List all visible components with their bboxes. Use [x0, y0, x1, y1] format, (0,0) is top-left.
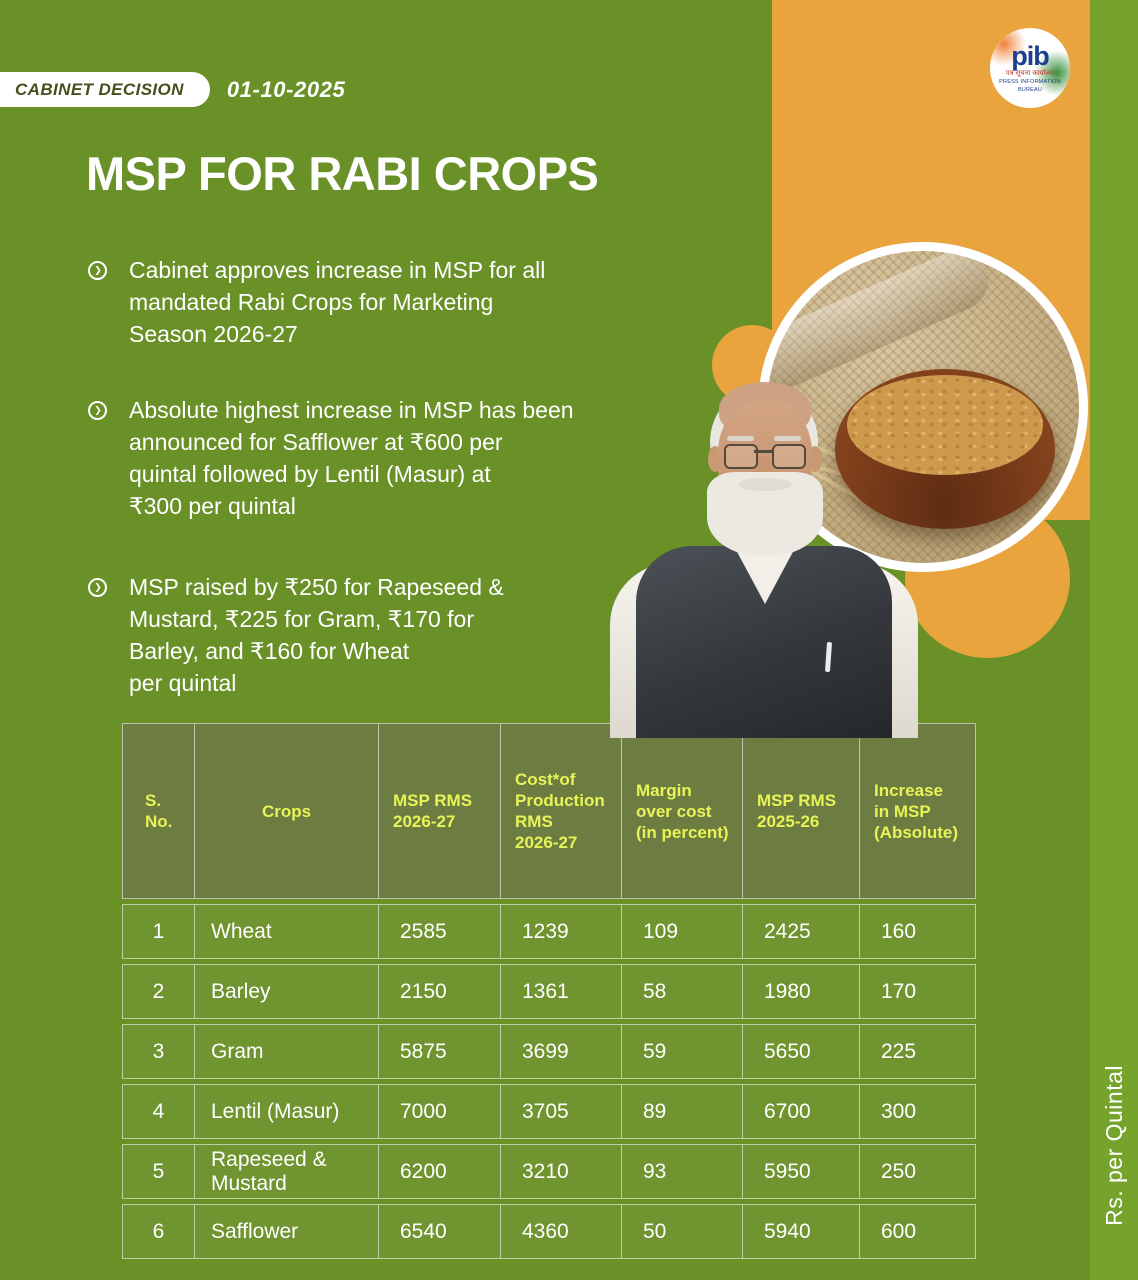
bullet-list: ❯ Cabinet approves increase in MSP for al… — [88, 254, 708, 743]
value-cell: 50 — [621, 1204, 743, 1259]
value-cell: 1980 — [742, 964, 860, 1019]
column-header: S. No. — [122, 723, 195, 899]
wheat-grains-graphic — [847, 375, 1043, 475]
pib-logo-english-text: PRESS INFORMATION BUREAU — [999, 78, 1061, 93]
value-cell: 1361 — [500, 964, 622, 1019]
value-cell: 5875 — [378, 1024, 501, 1079]
value-cell: 6540 — [378, 1204, 501, 1259]
right-accent-strip — [1090, 0, 1138, 1280]
table-body: 1 Wheat 2585 1239 109 2425 160 2 Barley 2150 1361 5… — [122, 904, 982, 1259]
msp-table: S. No. Crops MSP RMS 2026-27 Cost*of Produc… — [122, 723, 982, 1259]
value-cell: 6700 — [742, 1084, 860, 1139]
value-cell: 59 — [621, 1024, 743, 1079]
value-cell: 5650 — [742, 1024, 860, 1079]
portrait-glasses — [724, 444, 758, 469]
column-header: Cost*of Production RMS 2026-27 — [500, 723, 622, 899]
table-row: 1 Wheat 2585 1239 109 2425 160 — [122, 904, 982, 959]
column-header: Increase in MSP (Absolute) — [859, 723, 976, 899]
value-cell: 2425 — [742, 904, 860, 959]
value-cell: 7000 — [378, 1084, 501, 1139]
serial-cell: 1 — [122, 904, 195, 959]
value-cell: 93 — [621, 1144, 743, 1199]
value-cell: 2150 — [378, 964, 501, 1019]
crop-cell: Safflower — [194, 1204, 379, 1259]
portrait-glasses-bridge — [754, 450, 772, 453]
serial-cell: 5 — [122, 1144, 195, 1199]
serial-cell: 3 — [122, 1024, 195, 1079]
arrow-circle-icon: ❯ — [88, 401, 107, 420]
column-header: MSP RMS 2026-27 — [378, 723, 501, 899]
pm-modi-portrait — [608, 374, 922, 738]
arrow-circle-icon: ❯ — [88, 578, 107, 597]
decision-date: 01-10-2025 — [226, 76, 346, 102]
value-cell: 89 — [621, 1084, 743, 1139]
portrait-glasses — [772, 444, 806, 469]
value-cell: 1239 — [500, 904, 622, 959]
bullet-item: ❯ Cabinet approves increase in MSP for al… — [88, 254, 708, 350]
value-cell: 5950 — [742, 1144, 860, 1199]
value-cell: 3699 — [500, 1024, 622, 1079]
column-header: MSP RMS 2025-26 — [742, 723, 860, 899]
portrait-eyebrow — [727, 436, 754, 441]
bullet-text: MSP raised by ₹250 for Rapeseed & Mustar… — [129, 574, 504, 696]
page-title: MSP FOR RABI CROPS — [86, 147, 599, 200]
value-cell: 58 — [621, 964, 743, 1019]
bullet-item: ❯ Absolute highest increase in MSP has be… — [88, 394, 708, 522]
table-header-row: S. No. Crops MSP RMS 2026-27 Cost*of Produc… — [122, 723, 982, 899]
crop-cell: Lentil (Masur) — [194, 1084, 379, 1139]
pib-logo-hindi-text: पत्र सूचना कार्यालय — [1005, 69, 1055, 77]
value-cell: 600 — [859, 1204, 976, 1259]
crop-cell: Wheat — [194, 904, 379, 959]
crop-cell: Gram — [194, 1024, 379, 1079]
serial-cell: 2 — [122, 964, 195, 1019]
portrait-eyebrow — [774, 436, 801, 441]
bullet-text: Absolute highest increase in MSP has bee… — [129, 397, 574, 519]
value-cell: 170 — [859, 964, 976, 1019]
serial-cell: 6 — [122, 1204, 195, 1259]
table-row: 6 Safflower 6540 4360 50 5940 600 — [122, 1204, 982, 1259]
serial-cell: 4 — [122, 1084, 195, 1139]
bullet-text: Cabinet approves increase in MSP for all… — [129, 257, 546, 347]
unit-label: Rs. per Quintal — [1090, 1030, 1138, 1260]
table-row: 2 Barley 2150 1361 58 1980 170 — [122, 964, 982, 1019]
value-cell: 5940 — [742, 1204, 860, 1259]
column-header: Crops — [194, 723, 379, 899]
value-cell: 225 — [859, 1024, 976, 1079]
bullet-item: ❯ MSP raised by ₹250 for Rapeseed & Musta… — [88, 571, 708, 699]
crop-cell: Barley — [194, 964, 379, 1019]
cabinet-decision-badge: CABINET DECISION — [0, 72, 210, 107]
portrait-head — [706, 380, 824, 556]
column-header: Margin over cost (in percent) — [621, 723, 743, 899]
value-cell: 109 — [621, 904, 743, 959]
arrow-circle-icon: ❯ — [88, 261, 107, 280]
value-cell: 3210 — [500, 1144, 622, 1199]
table-row: 5 Rapeseed & Mustard 6200 3210 93 5950 250 — [122, 1144, 982, 1199]
top-bar: CABINET DECISION 01-10-2025 — [0, 72, 345, 107]
value-cell: 3705 — [500, 1084, 622, 1139]
unit-label-text: Rs. per Quintal — [1100, 1064, 1127, 1226]
value-cell: 2585 — [378, 904, 501, 959]
pib-logo-text: pib — [1011, 40, 1049, 71]
portrait-mustache — [739, 478, 791, 491]
table-row: 3 Gram 5875 3699 59 5650 225 — [122, 1024, 982, 1079]
value-cell: 6200 — [378, 1144, 501, 1199]
pib-logo: pib पत्र सूचना कार्यालय PRESS INFORMATIO… — [990, 28, 1070, 108]
value-cell: 160 — [859, 904, 976, 959]
crop-cell: Rapeseed & Mustard — [194, 1144, 379, 1199]
value-cell: 300 — [859, 1084, 976, 1139]
value-cell: 250 — [859, 1144, 976, 1199]
value-cell: 4360 — [500, 1204, 622, 1259]
table-row: 4 Lentil (Masur) 7000 3705 89 6700 300 — [122, 1084, 982, 1139]
